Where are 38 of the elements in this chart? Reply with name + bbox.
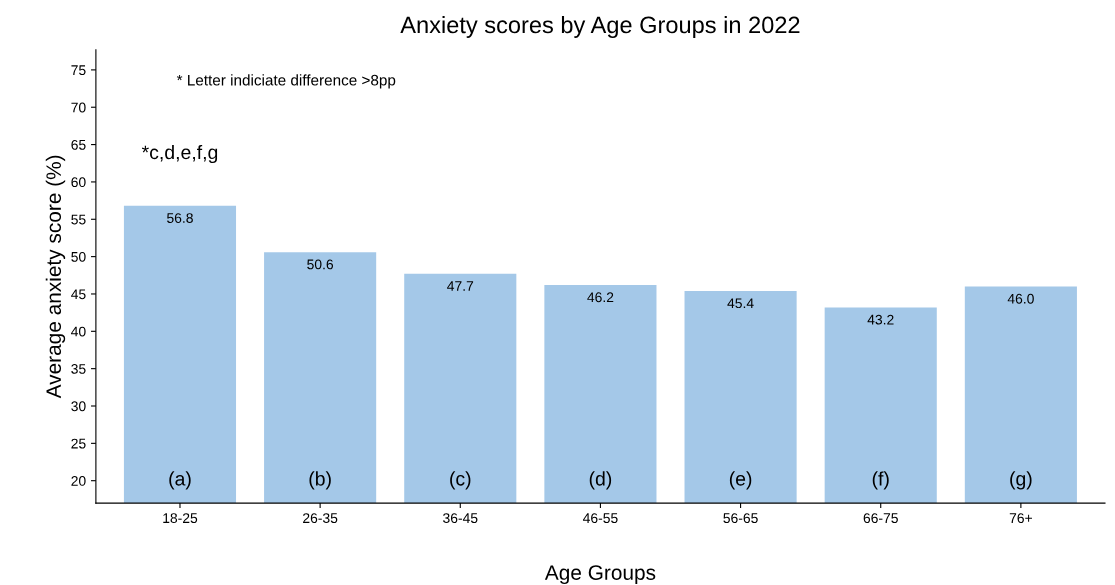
chart-title: Anxiety scores by Age Groups in 2022 — [400, 15, 800, 38]
y-tick-label: 70 — [71, 102, 86, 113]
y-tick-label: 35 — [71, 363, 86, 374]
annotation: (b) — [309, 471, 331, 490]
annotation: * Letter indiciate difference >8pp — [176, 74, 396, 89]
x-tick-label: 18-25 — [163, 513, 198, 524]
annotation: (d) — [589, 471, 612, 490]
annotation: (e) — [729, 471, 752, 490]
x-tick-label: 76+ — [1009, 513, 1032, 524]
y-tick-label: 75 — [71, 65, 86, 76]
data-label: 43.2 — [867, 314, 894, 325]
data-label: 47.7 — [447, 281, 474, 291]
y-tick-label: 40 — [71, 326, 86, 337]
data-label: 45.4 — [727, 298, 754, 309]
y-tick-label: 30 — [71, 401, 86, 412]
y-tick-label: 20 — [71, 476, 86, 486]
annotation: (c) — [450, 471, 471, 490]
y-tick-label: 50 — [71, 251, 86, 262]
y-tick-label: 55 — [71, 214, 86, 225]
x-axis-title: Age Groups — [544, 565, 656, 585]
annotation: *c,d,e,f,g — [141, 144, 218, 164]
y-tick-label: 45 — [71, 289, 86, 300]
x-tick-label: 66-75 — [863, 513, 898, 524]
y-axis-title: Average anxiety score (%) — [45, 155, 66, 399]
data-label: 56.8 — [167, 213, 193, 223]
annotation: (a) — [169, 471, 191, 490]
y-tick-label: 60 — [71, 177, 86, 188]
data-label: 50.6 — [307, 259, 334, 270]
data-label: 46.0 — [1007, 293, 1034, 304]
x-tick-label: 46-55 — [582, 513, 618, 524]
y-tick-label: 65 — [71, 139, 86, 150]
x-tick-label: 36-45 — [443, 513, 478, 524]
y-tick-label: 25 — [71, 438, 86, 449]
annotation: (f) — [872, 471, 889, 490]
data-label: 46.2 — [587, 292, 614, 303]
x-tick-label: 56-65 — [723, 513, 758, 524]
x-tick-label: 26-35 — [303, 513, 338, 524]
annotation: (g) — [1010, 471, 1032, 490]
